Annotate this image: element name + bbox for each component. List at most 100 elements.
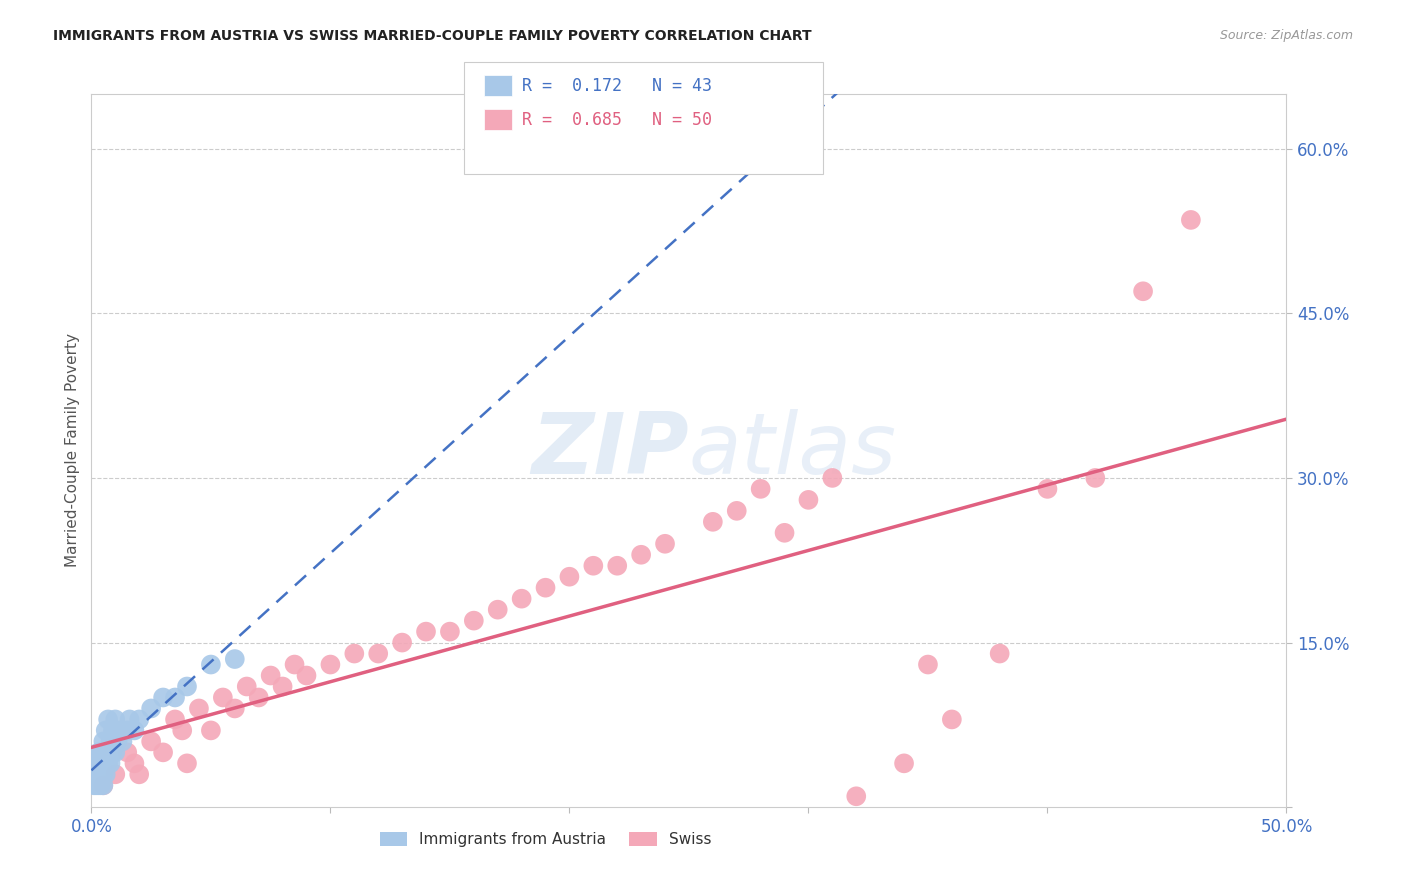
- Point: [558, 570, 581, 584]
- Point: [893, 756, 915, 771]
- Point: [510, 591, 533, 606]
- Point: [163, 690, 186, 705]
- Legend: Immigrants from Austria, Swiss: Immigrants from Austria, Swiss: [374, 826, 717, 853]
- Point: [1132, 285, 1154, 299]
- Point: [415, 624, 437, 639]
- Point: [93, 778, 114, 792]
- Point: [247, 690, 270, 705]
- Point: [821, 471, 844, 485]
- Point: [87, 745, 110, 759]
- Point: [654, 537, 676, 551]
- Text: ZIP: ZIP: [531, 409, 689, 492]
- Point: [90, 778, 112, 792]
- Point: [534, 581, 557, 595]
- Point: [90, 756, 112, 771]
- Point: [797, 492, 820, 507]
- Point: [367, 647, 389, 661]
- Point: [463, 614, 485, 628]
- Point: [100, 756, 122, 771]
- Point: [725, 504, 748, 518]
- Point: [343, 647, 366, 661]
- Point: [319, 657, 342, 672]
- Point: [224, 652, 246, 666]
- Point: [224, 701, 246, 715]
- Point: [94, 745, 117, 759]
- Point: [1180, 213, 1202, 227]
- Point: [582, 558, 605, 573]
- Point: [93, 756, 114, 771]
- Point: [101, 745, 124, 759]
- Point: [104, 767, 127, 781]
- Point: [200, 657, 222, 672]
- Point: [917, 657, 939, 672]
- Point: [93, 778, 114, 792]
- Point: [200, 723, 222, 738]
- Point: [259, 668, 281, 682]
- Point: [176, 756, 198, 771]
- Point: [271, 680, 294, 694]
- Point: [93, 767, 114, 781]
- Point: [152, 690, 174, 705]
- Point: [94, 723, 117, 738]
- Point: [845, 789, 868, 804]
- Point: [101, 723, 124, 738]
- Point: [941, 713, 963, 727]
- Point: [90, 745, 112, 759]
- Point: [118, 713, 141, 727]
- Point: [187, 701, 211, 715]
- Point: [172, 723, 194, 738]
- Point: [439, 624, 461, 639]
- Point: [93, 734, 114, 748]
- Point: [87, 778, 110, 792]
- Point: [702, 515, 724, 529]
- Point: [83, 778, 105, 792]
- Point: [128, 767, 150, 781]
- Point: [630, 548, 652, 562]
- Point: [84, 778, 107, 792]
- Y-axis label: Married-Couple Family Poverty: Married-Couple Family Poverty: [65, 334, 80, 567]
- Point: [124, 723, 146, 738]
- Point: [988, 647, 1011, 661]
- Point: [115, 745, 138, 759]
- Point: [104, 713, 127, 727]
- Point: [94, 767, 117, 781]
- Point: [83, 767, 105, 781]
- Point: [391, 635, 413, 649]
- Text: R =  0.685   N = 50: R = 0.685 N = 50: [522, 111, 711, 128]
- Point: [111, 734, 134, 748]
- Point: [108, 723, 131, 738]
- Point: [141, 701, 162, 715]
- Point: [284, 657, 307, 672]
- Point: [97, 713, 120, 727]
- Point: [104, 745, 127, 759]
- Text: Source: ZipAtlas.com: Source: ZipAtlas.com: [1219, 29, 1353, 42]
- Point: [773, 525, 796, 540]
- Point: [100, 734, 122, 748]
- Point: [87, 756, 110, 771]
- Text: R =  0.172   N = 43: R = 0.172 N = 43: [522, 77, 711, 95]
- Point: [124, 756, 146, 771]
- Point: [84, 767, 107, 781]
- Point: [141, 734, 162, 748]
- Point: [128, 713, 150, 727]
- Point: [90, 767, 112, 781]
- Point: [107, 734, 129, 748]
- Point: [97, 745, 120, 759]
- Point: [152, 745, 174, 759]
- Point: [1036, 482, 1059, 496]
- Point: [606, 558, 628, 573]
- Point: [94, 756, 117, 771]
- Point: [749, 482, 772, 496]
- Point: [97, 756, 120, 771]
- Point: [1084, 471, 1107, 485]
- Point: [211, 690, 233, 705]
- Point: [176, 680, 198, 694]
- Point: [87, 767, 110, 781]
- Point: [295, 668, 318, 682]
- Point: [486, 602, 509, 616]
- Point: [235, 680, 259, 694]
- Point: [163, 713, 186, 727]
- Point: [84, 756, 107, 771]
- Text: IMMIGRANTS FROM AUSTRIA VS SWISS MARRIED-COUPLE FAMILY POVERTY CORRELATION CHART: IMMIGRANTS FROM AUSTRIA VS SWISS MARRIED…: [53, 29, 813, 43]
- Point: [115, 723, 138, 738]
